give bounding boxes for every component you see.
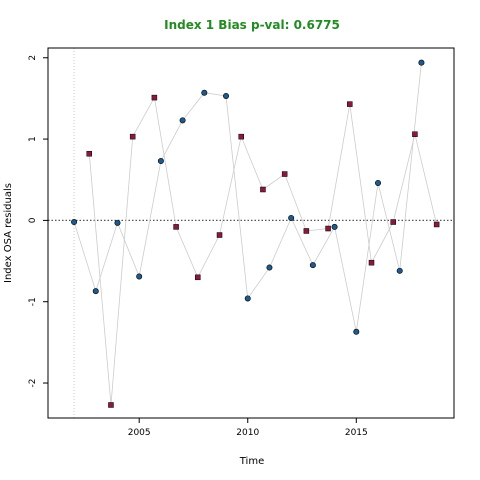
- data-point: [418, 59, 425, 66]
- data-point: [151, 94, 158, 101]
- data-point: [266, 264, 273, 271]
- y-axis: -2 -1 0 1 2: [28, 55, 48, 388]
- data-point: [353, 328, 360, 335]
- data-point: [108, 402, 114, 408]
- data-point: [92, 288, 99, 295]
- y-tick-label: -2: [28, 379, 38, 388]
- y-axis-label: Index OSA residuals: [3, 183, 14, 283]
- data-point: [331, 223, 338, 230]
- data-point: [288, 214, 295, 221]
- x-axis: 2005 2010 2015: [128, 418, 368, 438]
- data-point: [201, 89, 208, 96]
- data-point: [86, 150, 93, 157]
- series-1-connector: [73, 62, 422, 332]
- data-point: [71, 219, 78, 226]
- data-point: [157, 158, 164, 165]
- x-axis-label: Time: [239, 456, 264, 467]
- data-point: [433, 221, 440, 228]
- data-point: [129, 133, 136, 140]
- data-point: [216, 232, 223, 238]
- data-point: [136, 273, 143, 280]
- data-point: [303, 228, 310, 234]
- x-tick-label: 2005: [128, 428, 151, 438]
- data-point: [412, 131, 418, 137]
- x-tick-label: 2010: [236, 428, 259, 438]
- chart-title: Index 1 Bias p-val: 0.6775: [164, 18, 340, 32]
- data-point: [390, 219, 396, 225]
- data-point: [375, 179, 382, 186]
- y-tick-label: -1: [28, 297, 38, 306]
- y-tick-label: 0: [28, 217, 38, 223]
- data-point: [396, 267, 403, 274]
- y-tick-label: 2: [28, 55, 38, 61]
- series-2-connector: [88, 96, 437, 406]
- data-point: [195, 274, 201, 281]
- data-point: [281, 171, 288, 177]
- data-point: [309, 262, 316, 269]
- data-point: [238, 133, 244, 140]
- data-point: [173, 224, 179, 230]
- data-point: [179, 117, 186, 124]
- x-tick-label: 2015: [345, 428, 368, 438]
- data-point: [325, 225, 331, 232]
- data-point: [368, 259, 375, 266]
- plot-area: [48, 48, 454, 418]
- data-point: [223, 92, 230, 99]
- data-point: [244, 295, 251, 302]
- plot-frame: [47, 47, 455, 419]
- y-tick-label: 1: [28, 136, 38, 142]
- data-point: [347, 101, 353, 107]
- data-point: [114, 219, 121, 226]
- data-point: [260, 186, 266, 193]
